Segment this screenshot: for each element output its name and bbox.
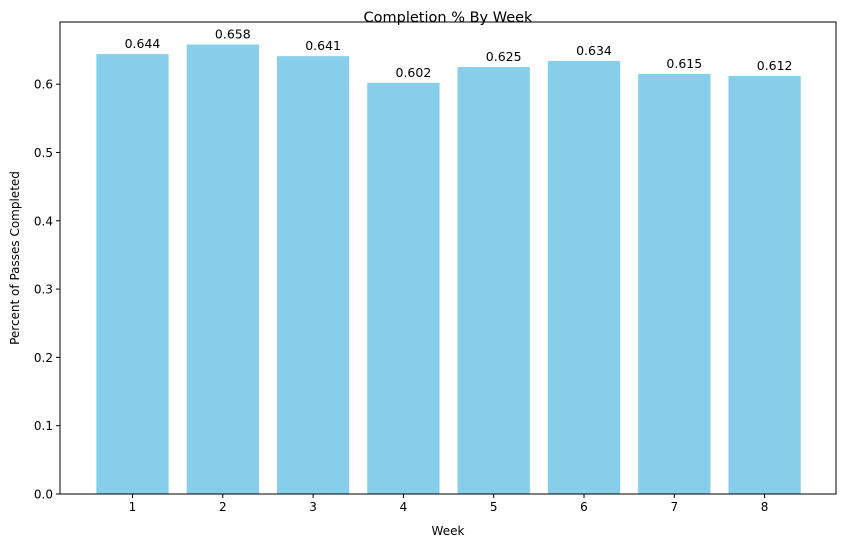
- bar-week-1: [96, 54, 169, 495]
- bar-week-8: [728, 75, 801, 494]
- y-tick-label: 0.5: [34, 146, 53, 160]
- x-axis-label: Week: [432, 524, 465, 538]
- x-tick-label: 6: [580, 500, 588, 514]
- y-tick-label: 0.2: [34, 351, 53, 365]
- x-tick-label: 8: [761, 500, 769, 514]
- chart-title: Completion % By Week: [364, 10, 534, 26]
- bars-group: [96, 44, 801, 495]
- data-label-week-8: 0.612: [757, 58, 793, 73]
- x-tick-label: 5: [490, 500, 498, 514]
- bar-week-5: [457, 67, 530, 494]
- y-axis-label: Percent of Passes Completed: [8, 171, 22, 345]
- y-tick-label: 0.3: [34, 283, 53, 297]
- y-axis-ticks: 0.0 0.1 0.2 0.3 0.4 0.5 0.6: [34, 78, 60, 502]
- bar-week-2: [186, 44, 259, 494]
- y-tick-label: 0.4: [34, 214, 53, 228]
- x-tick-label: 4: [400, 500, 408, 514]
- data-label-week-1: 0.644: [125, 36, 161, 51]
- y-tick-label: 0.1: [34, 419, 53, 433]
- data-labels-group: 0.644 0.658 0.641 0.602 0.625 0.634 0.615 0.612: [125, 27, 793, 80]
- bar-week-7: [638, 73, 711, 494]
- x-axis-ticks: 1 2 3 4 5 6 7 8: [129, 494, 769, 514]
- bar-week-6: [547, 60, 621, 494]
- data-label-week-2: 0.658: [215, 27, 251, 42]
- data-label-week-6: 0.634: [576, 43, 612, 58]
- bar-week-3: [276, 56, 350, 494]
- data-label-week-7: 0.615: [666, 56, 702, 71]
- x-tick-label: 7: [670, 500, 678, 514]
- data-label-week-4: 0.602: [396, 65, 432, 80]
- data-label-week-5: 0.625: [486, 49, 522, 64]
- x-tick-label: 1: [129, 500, 137, 514]
- data-label-week-3: 0.641: [305, 38, 341, 53]
- axes-frame: [59, 21, 837, 495]
- x-tick-label: 2: [219, 500, 227, 514]
- x-tick-label: 3: [309, 500, 317, 514]
- y-tick-label: 0.6: [34, 78, 53, 92]
- y-tick-label: 0.0: [34, 488, 53, 502]
- bar-week-4: [367, 82, 440, 494]
